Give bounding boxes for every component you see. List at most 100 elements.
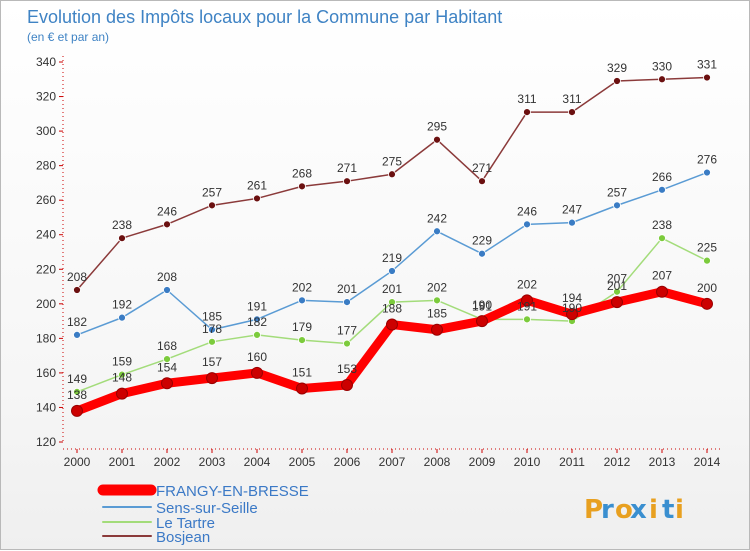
- data-label: 192: [112, 298, 132, 312]
- data-label: 208: [67, 270, 87, 284]
- data-point: [613, 77, 621, 85]
- data-point: [523, 108, 531, 116]
- brand-letter: o: [615, 495, 633, 525]
- data-point: [478, 249, 486, 258]
- data-point: [118, 234, 126, 243]
- data-point: [253, 315, 261, 324]
- data-point: [476, 315, 488, 328]
- data-point: [613, 287, 621, 296]
- data-point: [298, 336, 306, 344]
- y-tick-label: 260: [36, 193, 56, 207]
- brand-letter: i: [649, 495, 658, 525]
- data-point: [431, 323, 443, 336]
- data-label: 177: [337, 324, 357, 338]
- data-label: 191: [517, 299, 537, 313]
- data-label: 202: [292, 280, 312, 294]
- data-label: 276: [697, 153, 717, 167]
- data-label: 330: [652, 59, 672, 73]
- data-label: 311: [517, 92, 536, 106]
- data-label: 202: [517, 277, 537, 291]
- data-label: 207: [652, 269, 672, 283]
- data-point: [703, 256, 711, 265]
- data-label: 190: [472, 298, 492, 312]
- data-point: [523, 315, 531, 324]
- data-label: 148: [112, 371, 132, 385]
- data-label: 257: [607, 185, 627, 199]
- data-point: [298, 182, 306, 191]
- x-tick-label: 2009: [469, 455, 496, 469]
- data-point: [566, 308, 578, 321]
- axes: 120 140 160 180 200 220 240 260 280 300 320 340 2000…: [36, 55, 721, 469]
- data-label: 185: [202, 310, 222, 324]
- data-point: [296, 382, 308, 395]
- data-point: [701, 297, 713, 310]
- data-point: [298, 296, 306, 305]
- brand-letter: i: [675, 495, 684, 525]
- data-label: 154: [157, 360, 177, 374]
- data-label: 295: [427, 120, 447, 134]
- data-point: [433, 227, 441, 236]
- brand-letter: P: [584, 495, 603, 525]
- data-point: [116, 387, 128, 400]
- data-point: [568, 108, 576, 116]
- x-tick-label: 2010: [514, 455, 541, 469]
- data-label: 151: [292, 365, 312, 379]
- data-label: 138: [67, 388, 87, 402]
- data-point: [163, 286, 171, 294]
- data-point: [341, 379, 353, 391]
- data-point: [433, 135, 441, 144]
- x-tick-label: 2011: [559, 455, 585, 469]
- data-label: 153: [337, 362, 357, 376]
- data-label: 247: [562, 203, 582, 217]
- data-point: [521, 294, 533, 307]
- data-label: 178: [202, 322, 222, 336]
- x-tick-label: 2005: [289, 455, 316, 469]
- x-tick-label: 2002: [154, 455, 181, 469]
- data-label: 159: [112, 355, 132, 369]
- y-tick-label: 180: [36, 331, 56, 345]
- data-label: 201: [607, 279, 627, 293]
- data-point: [206, 372, 218, 385]
- data-label: 201: [382, 282, 402, 296]
- data-point: [253, 331, 261, 339]
- x-tick-label: 2014: [694, 455, 721, 469]
- y-tick-label: 340: [36, 55, 56, 69]
- data-label: 191: [247, 299, 267, 313]
- data-label: 208: [157, 270, 177, 284]
- x-tick-label: 2003: [199, 455, 226, 469]
- data-point: [251, 366, 263, 379]
- data-point: [388, 267, 396, 275]
- data-label: 238: [652, 218, 672, 232]
- legend-label: Le Tartre: [156, 515, 215, 532]
- data-point: [613, 201, 621, 210]
- data-label: 225: [697, 241, 717, 255]
- data-point: [73, 388, 81, 396]
- data-point: [208, 325, 216, 334]
- data-point: [658, 234, 666, 243]
- data-point: [163, 355, 171, 363]
- data-label: 185: [427, 307, 447, 321]
- y-tick-label: 200: [36, 297, 56, 311]
- data-labels: 208 238 246 257 261 268 271 275 295 271 311 311 329 3…: [67, 58, 717, 402]
- data-label: 194: [562, 291, 582, 305]
- data-point: [523, 220, 531, 229]
- x-tick-label: 2008: [424, 455, 451, 469]
- data-label: 271: [337, 161, 357, 175]
- x-tick-label: 2006: [334, 455, 361, 469]
- data-label: 275: [382, 154, 402, 168]
- y-tick-label: 280: [36, 159, 56, 173]
- chart-subtitle: (en € et par an): [27, 30, 109, 44]
- y-tick-label: 220: [36, 262, 56, 276]
- data-label: 229: [472, 234, 492, 248]
- data-point: [73, 286, 81, 294]
- data-label: 190: [562, 301, 582, 315]
- data-point: [161, 377, 173, 390]
- legend-label: Sens-sur-Seille: [156, 500, 258, 517]
- data-label: 261: [247, 178, 267, 192]
- brand-letter: t: [662, 495, 674, 525]
- legend-label: Bosjean: [156, 529, 210, 546]
- y-tick-label: 120: [36, 435, 56, 449]
- data-point: [71, 404, 83, 417]
